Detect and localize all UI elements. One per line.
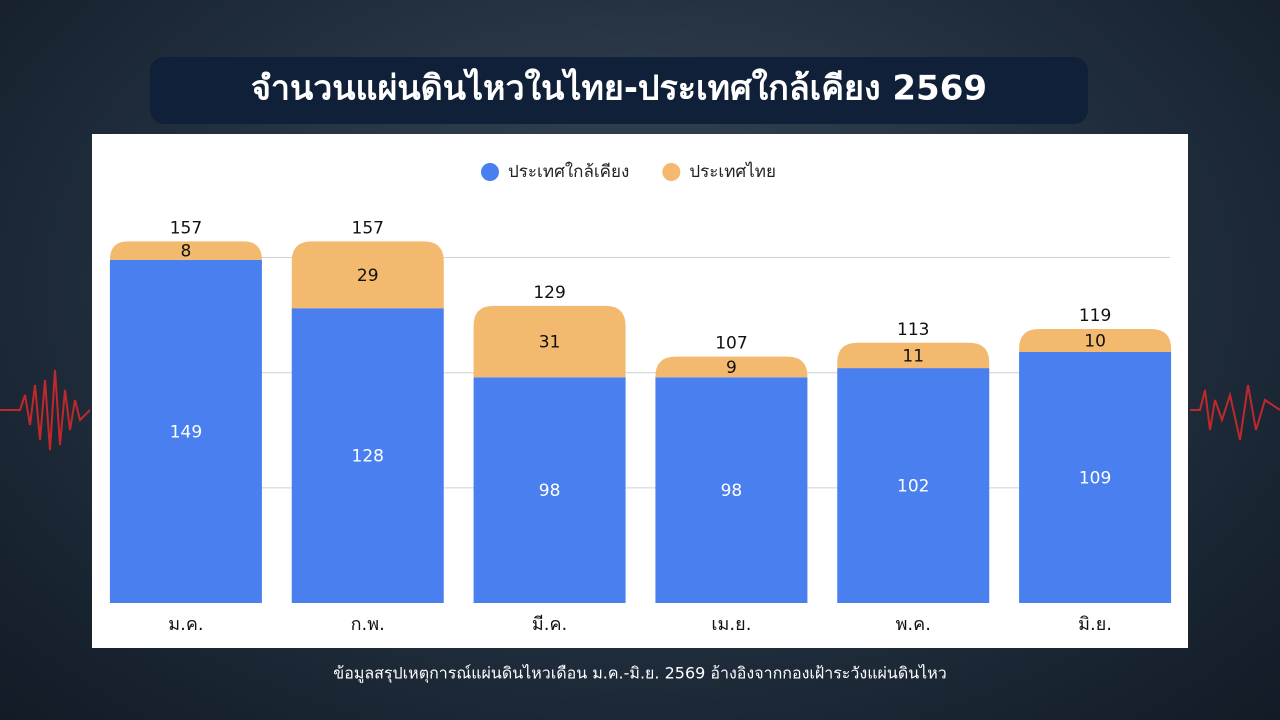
bar-segment <box>473 305 626 378</box>
bar-segment <box>291 308 444 603</box>
value-label: 31 <box>539 333 561 353</box>
bar-segment <box>837 342 990 369</box>
total-label: 113 <box>897 320 929 340</box>
bar-segment <box>291 241 444 309</box>
bar-segment <box>1019 328 1172 352</box>
total-label: 119 <box>1079 306 1111 326</box>
total-label: 157 <box>352 218 384 238</box>
value-label: 98 <box>539 481 561 501</box>
value-label: 109 <box>1079 468 1111 488</box>
value-label: 10 <box>1084 331 1106 351</box>
value-label: 98 <box>721 481 743 501</box>
bar-segment <box>837 368 990 603</box>
bar-segment <box>473 377 626 603</box>
legend-label: ประเทศไทย <box>689 161 776 182</box>
legend-swatch <box>481 163 499 181</box>
value-label: 11 <box>902 346 924 366</box>
value-label: 29 <box>357 266 379 286</box>
title-box <box>150 57 1088 124</box>
chart-card <box>92 134 1188 648</box>
seismograph <box>0 369 1280 451</box>
legend-label: ประเทศใกล้เคียง <box>508 161 629 182</box>
x-tick-label: มิ.ย. <box>1078 614 1112 635</box>
total-label: 157 <box>170 218 202 238</box>
value-label: 8 <box>181 242 192 262</box>
x-tick-label: พ.ค. <box>896 614 931 635</box>
value-label: 149 <box>170 422 202 442</box>
value-label: 9 <box>726 358 737 378</box>
x-tick-label: ม.ค. <box>168 614 203 635</box>
chart-title: จำนวนแผ่นดินไหวในไทย-ประเทศใกล้เคียง 256… <box>251 68 987 109</box>
bar-segment <box>655 377 808 603</box>
x-tick-label: เม.ย. <box>711 614 751 635</box>
bar-segment <box>109 241 262 260</box>
bar-segment <box>109 259 262 603</box>
x-tick-label: ก.พ. <box>351 614 385 635</box>
total-label: 129 <box>533 283 565 303</box>
legend-swatch <box>662 163 681 181</box>
value-label: 128 <box>352 447 384 467</box>
footnote: ข้อมูลสรุปเหตุการณ์แผ่นดินไหวเดือน ม.ค.-… <box>333 664 946 684</box>
bar-segment <box>655 356 808 378</box>
total-label: 107 <box>715 334 747 354</box>
x-tick-label: มี.ค. <box>532 614 567 635</box>
value-label: 102 <box>897 477 929 497</box>
bar-segment <box>1019 351 1172 603</box>
